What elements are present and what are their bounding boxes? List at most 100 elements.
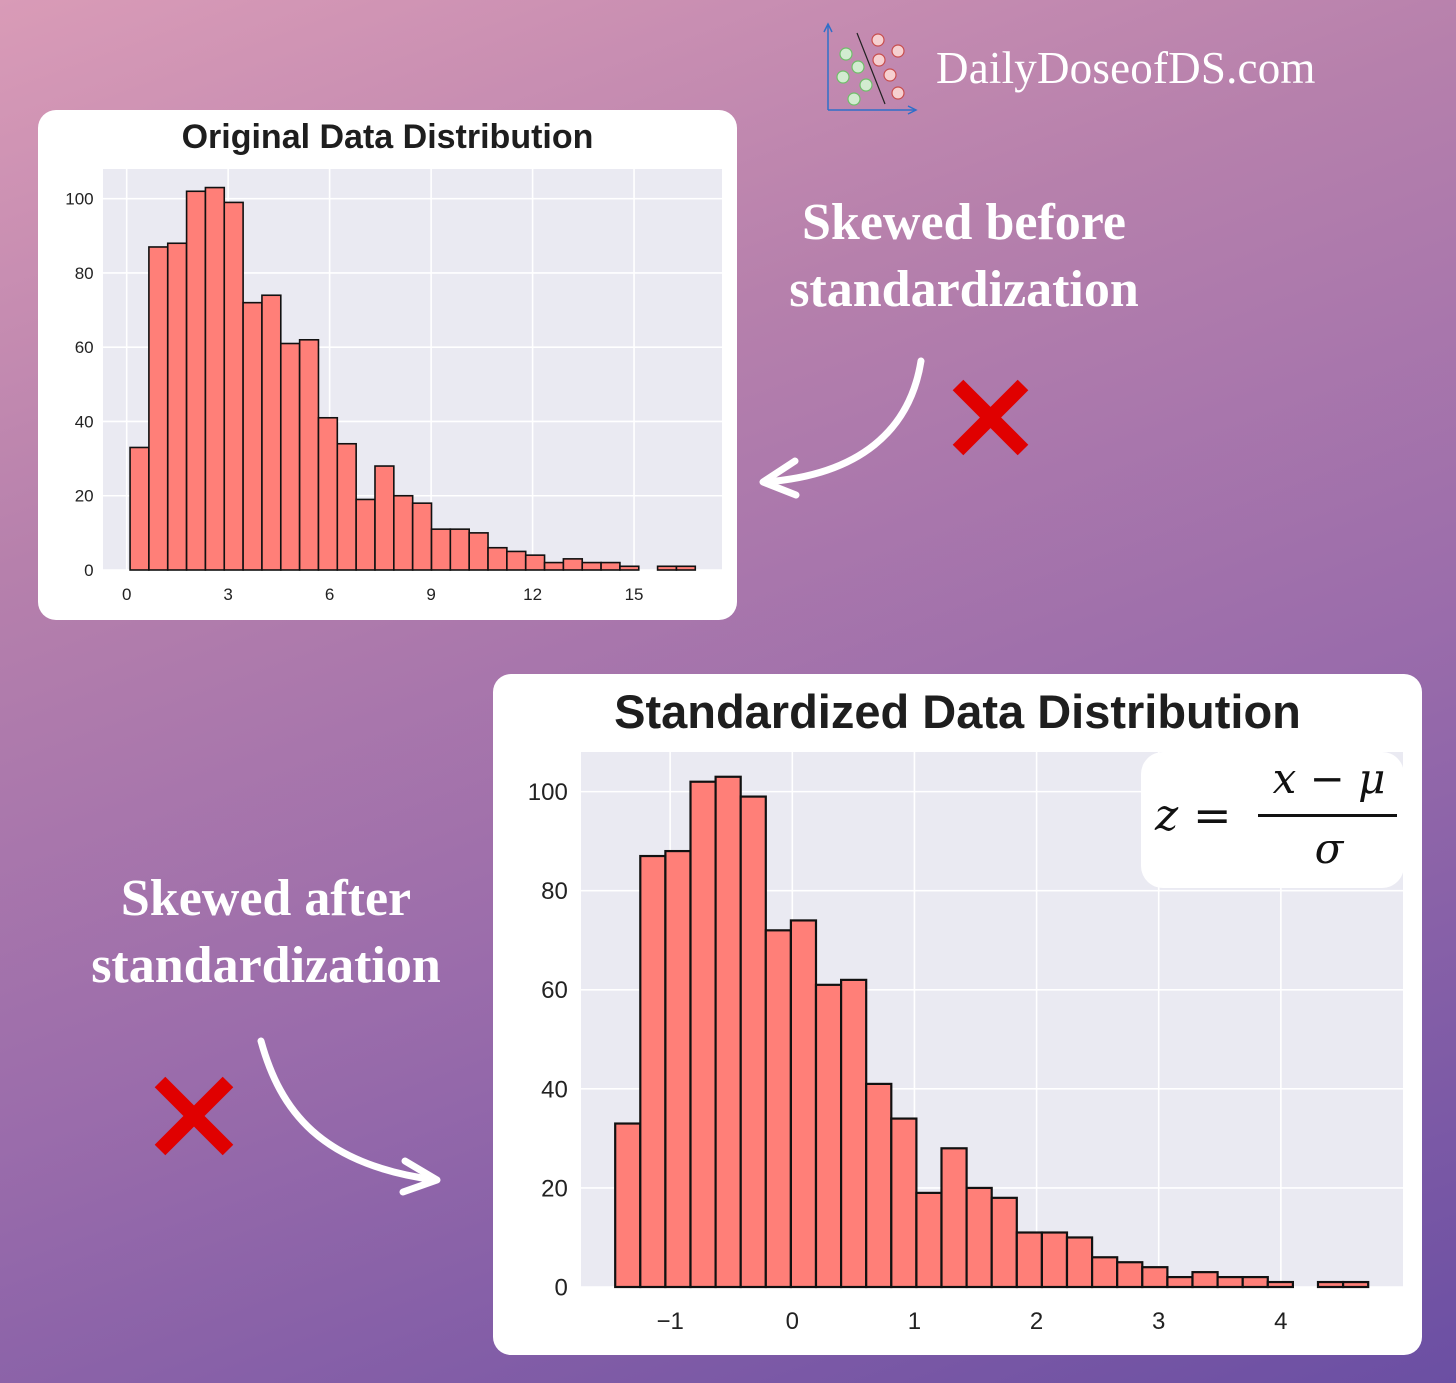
annotation-after-line2: standardization: [91, 936, 441, 994]
y-tick-label: 100: [528, 779, 568, 806]
histogram-bar: [543, 561, 565, 571]
histogram-bar: [581, 561, 602, 571]
histogram-bar: [449, 528, 470, 571]
x-tick-label: 9: [426, 585, 435, 604]
histogram-bar: [487, 546, 508, 571]
formula-numerator: x − μ: [1272, 754, 1386, 803]
annotation-after: Skewed after standardization: [46, 866, 486, 999]
fraction-bar: [1258, 814, 1397, 817]
histogram-bar: [468, 532, 489, 571]
y-tick-label: 60: [541, 977, 568, 1004]
y-tick-label: 40: [541, 1076, 568, 1103]
y-tick-label: 40: [75, 412, 94, 431]
histogram-bar: [764, 929, 792, 1289]
x-tick-label: −1: [656, 1308, 683, 1335]
histogram-bar: [965, 1186, 993, 1289]
x-tick-label: 0: [786, 1308, 799, 1335]
x-tick-label: 15: [625, 585, 644, 604]
histogram-bar: [185, 190, 207, 571]
histogram-bar: [524, 554, 546, 571]
histogram-bar: [689, 780, 717, 1289]
histogram-bar: [1040, 1231, 1069, 1289]
histogram-bar: [355, 498, 376, 571]
histogram-bar: [1266, 1280, 1294, 1289]
y-tick-label: 20: [541, 1175, 568, 1202]
brand-header: DailyDoseofDS.com: [822, 18, 1316, 118]
annotation-after-line1: Skewed after: [120, 870, 412, 927]
histogram-bar: [279, 342, 301, 571]
annotation-before-line1: Skewed before: [801, 194, 1126, 251]
formula-equals: =: [1193, 788, 1232, 842]
histogram-bar: [664, 849, 692, 1289]
red-x-icon: [952, 379, 1029, 456]
histogram-bar: [166, 242, 188, 571]
histogram-bar: [242, 301, 263, 571]
histogram-bar: [374, 465, 395, 571]
histogram-bar: [393, 494, 414, 571]
x-tick-label: 3: [1152, 1308, 1165, 1335]
y-tick-label: 80: [75, 264, 94, 283]
formula-denominator: σ: [1314, 824, 1344, 873]
brand-name[interactable]: DailyDoseofDS.com: [936, 43, 1316, 93]
histogram-bar: [714, 775, 742, 1289]
chart-title: Original Data Distribution: [181, 118, 594, 156]
histogram-bar: [223, 201, 244, 571]
histogram-bar: [562, 558, 584, 571]
x-tick-label: 6: [325, 585, 334, 604]
histogram-bar: [915, 1191, 943, 1289]
chart-title: Standardized Data Distribution: [614, 685, 1301, 738]
histogram-bar: [336, 442, 357, 571]
standardized-histogram: 0 20 40 60 80 100 −1 0 1 2 3 4: [528, 752, 1403, 1335]
red-x-icon: [154, 1076, 234, 1156]
y-tick-label: 0: [84, 561, 93, 580]
histogram-bar: [317, 416, 339, 571]
histogram-bar: [619, 565, 640, 571]
y-tick-label: 0: [554, 1274, 567, 1301]
histogram-bar: [1166, 1275, 1194, 1289]
y-tick-label: 60: [75, 338, 94, 357]
histogram-bar: [614, 1122, 642, 1289]
x-tick-label: 3: [223, 585, 232, 604]
histogram-bar: [739, 795, 767, 1289]
histogram-bar: [1015, 1231, 1043, 1289]
histogram-bar: [789, 919, 818, 1289]
histogram-bar: [1216, 1275, 1244, 1289]
x-tick-label: 2: [1030, 1308, 1043, 1335]
original-distribution-card: Original Data Distribution 0 20 40 60 80 100 0…: [38, 110, 737, 620]
histogram-bar: [506, 550, 527, 571]
histogram-bar: [1090, 1256, 1119, 1289]
y-tick-label: 80: [541, 878, 568, 905]
histogram-bar: [814, 983, 843, 1289]
histogram-bar: [990, 1196, 1018, 1289]
annotation-before-line2: standardization: [789, 260, 1139, 318]
histogram-bar: [656, 565, 678, 571]
histogram-bar: [430, 528, 452, 571]
y-tick-label: 100: [65, 190, 93, 209]
histogram-bar: [639, 854, 667, 1289]
histogram-bar: [865, 1082, 893, 1289]
histogram-bar: [1316, 1280, 1345, 1289]
histogram-bar: [839, 978, 868, 1289]
y-tick-label: 20: [75, 487, 94, 506]
curved-arrow-left-icon: [759, 357, 925, 499]
histogram-bar: [600, 561, 621, 571]
histogram-bar: [204, 186, 226, 571]
histogram-bar: [129, 446, 150, 571]
original-histogram: 0 20 40 60 80 100 0 3 6 9 12 15: [65, 169, 722, 604]
curved-arrow-right-icon: [257, 1037, 441, 1196]
histogram-bar: [1116, 1261, 1144, 1289]
x-tick-label: 4: [1274, 1308, 1287, 1335]
histogram-bar: [1065, 1236, 1094, 1289]
histogram-bar: [890, 1117, 918, 1289]
histogram-bar: [1191, 1271, 1219, 1289]
x-tick-label: 0: [122, 585, 131, 604]
scatter-classifier-logo-icon: [823, 22, 918, 115]
zscore-formula: z = x − μ σ: [1141, 752, 1404, 888]
histogram-bar: [411, 502, 433, 571]
histogram-bar: [1241, 1275, 1269, 1289]
formula-lhs: z: [1155, 790, 1179, 841]
histogram-bar: [675, 565, 697, 571]
histogram-bar: [1141, 1266, 1169, 1289]
histogram-bar: [148, 246, 169, 571]
x-tick-label: 12: [523, 585, 542, 604]
